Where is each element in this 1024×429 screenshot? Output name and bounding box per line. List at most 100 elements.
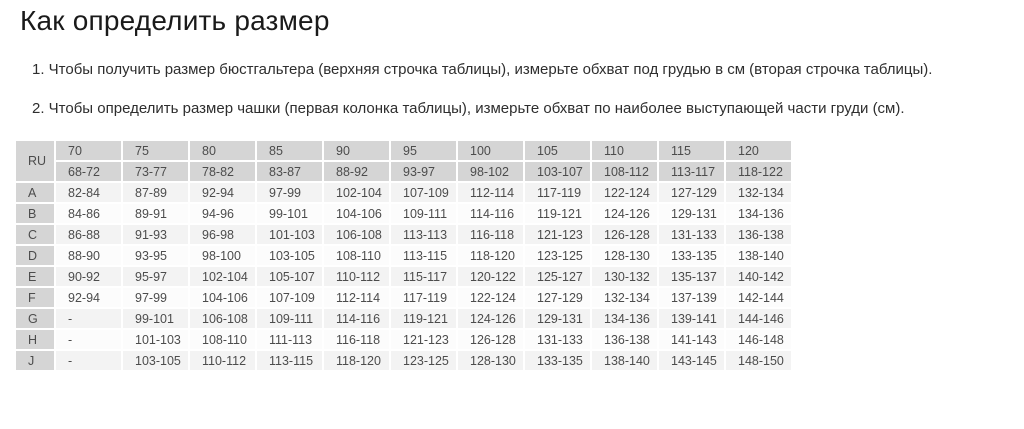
size-range-cell: 142-144 [724,286,793,309]
instructions: 1. Чтобы получить размер бюстгальтера (в… [20,61,1004,118]
size-range-cell: 99-101 [255,202,324,225]
size-range-cell: 131-133 [523,328,592,351]
size-range-cell: 97-99 [255,181,324,204]
underbust-range-row: 68-72 73-77 78-82 83-87 88-92 93-97 98-102 103-… [15,160,793,183]
band-size-header: 70 [54,139,123,162]
size-range-cell: 127-129 [523,286,592,309]
size-range-cell: 138-140 [590,349,659,372]
band-size-header: 95 [389,139,458,162]
size-range-cell: 129-131 [657,202,726,225]
size-range-cell: 107-109 [389,181,458,204]
size-range-cell: 119-121 [389,307,458,330]
instruction-step-1: 1. Чтобы получить размер бюстгальтера (в… [32,61,933,78]
band-size-header: 100 [456,139,525,162]
size-range-cell: 102-104 [188,265,257,288]
size-range-cell: 111-113 [255,328,324,351]
size-range-cell: 123-125 [389,349,458,372]
size-range-cell: 121-123 [523,223,592,246]
size-range-cell: 137-139 [657,286,726,309]
size-range-cell: 112-114 [456,181,525,204]
size-range-cell: - [54,349,123,372]
size-range-cell: 110-112 [322,265,391,288]
size-range-cell: 120-122 [456,265,525,288]
band-size-header: 110 [590,139,659,162]
underbust-range-header: 88-92 [322,160,391,183]
size-range-cell: 92-94 [188,181,257,204]
size-range-cell: 136-138 [724,223,793,246]
size-range-cell: 135-137 [657,265,726,288]
size-range-cell: 128-130 [590,244,659,267]
size-range-cell: 126-128 [456,328,525,351]
cup-letter: A [14,181,56,204]
size-range-cell: 89-91 [121,202,190,225]
band-size-header: 115 [657,139,726,162]
cup-letter: B [14,202,56,225]
size-range-cell: 101-103 [121,328,190,351]
size-range-cell: - [54,328,123,351]
cup-letter: H [14,328,56,351]
size-range-cell: 118-120 [322,349,391,372]
size-range-cell: 131-133 [657,223,726,246]
underbust-range-header: 78-82 [188,160,257,183]
band-size-header: 120 [724,139,793,162]
cup-letter: G [14,307,56,330]
size-range-cell: 113-115 [255,349,324,372]
size-range-cell: 116-118 [456,223,525,246]
size-range-cell: 125-127 [523,265,592,288]
size-range-cell: 122-124 [590,181,659,204]
underbust-range-header: 73-77 [121,160,190,183]
size-table: RU 70 75 80 85 90 95 100 105 110 115 120 68-72 73-77 7… [14,139,793,372]
size-range-cell: 113-113 [389,223,458,246]
size-range-cell: 106-108 [188,307,257,330]
band-size-header: 75 [121,139,190,162]
size-table-body: A 82-84 87-89 92-94 97-99 102-104 107-109 112-1… [14,181,793,372]
size-range-cell: 143-145 [657,349,726,372]
size-range-cell: 99-101 [121,307,190,330]
size-range-cell: 139-141 [657,307,726,330]
size-range-cell: 138-140 [724,244,793,267]
size-range-cell: 134-136 [724,202,793,225]
size-range-cell: 140-142 [724,265,793,288]
underbust-range-header: 98-102 [456,160,525,183]
underbust-range-header: 103-107 [523,160,592,183]
band-size-row: RU 70 75 80 85 90 95 100 105 110 115 120 [14,139,793,183]
size-range-cell: 94-96 [188,202,257,225]
size-range-cell: 144-146 [724,307,793,330]
size-range-cell: 98-100 [188,244,257,267]
size-range-cell: 124-126 [590,202,659,225]
cup-letter: C [14,223,56,246]
size-range-cell: 133-135 [523,349,592,372]
size-range-cell: 117-119 [523,181,592,204]
band-size-header: 85 [255,139,324,162]
size-range-cell: 96-98 [188,223,257,246]
underbust-range-header: 113-117 [657,160,726,183]
size-range-cell: 106-108 [322,223,391,246]
table-row: G -99-101 106-108 109-111 114-116 119-121 124-… [14,307,793,330]
size-range-cell: 141-143 [657,328,726,351]
table-row: B 84-86 89-91 94-96 99-101 104-106 109-111 114-… [14,202,793,225]
size-range-cell: 113-115 [389,244,458,267]
underbust-range-header: 83-87 [255,160,324,183]
size-range-cell: 114-116 [322,307,391,330]
size-range-cell: 97-99 [121,286,190,309]
size-range-cell: 95-97 [121,265,190,288]
page-title: Как определить размер [20,5,330,36]
corner-label-ru: RU [14,139,56,183]
size-range-cell: 110-112 [188,349,257,372]
size-range-cell: - [54,307,123,330]
cup-letter: D [14,244,56,267]
size-table-header: RU 70 75 80 85 90 95 100 105 110 115 120 68-72 73-77 7… [14,139,793,183]
size-range-cell: 115-117 [389,265,458,288]
size-range-cell: 88-90 [54,244,123,267]
size-range-cell: 87-89 [121,181,190,204]
size-range-cell: 103-105 [255,244,324,267]
table-row: J -103-105 110-112 113-115 118-120 123-125 128… [14,349,793,372]
size-range-cell: 127-129 [657,181,726,204]
size-range-cell: 128-130 [456,349,525,372]
underbust-range-header: 118-122 [724,160,793,183]
size-range-cell: 119-121 [523,202,592,225]
size-range-cell: 84-86 [54,202,123,225]
size-range-cell: 82-84 [54,181,123,204]
size-range-cell: 90-92 [54,265,123,288]
size-range-cell: 114-116 [456,202,525,225]
